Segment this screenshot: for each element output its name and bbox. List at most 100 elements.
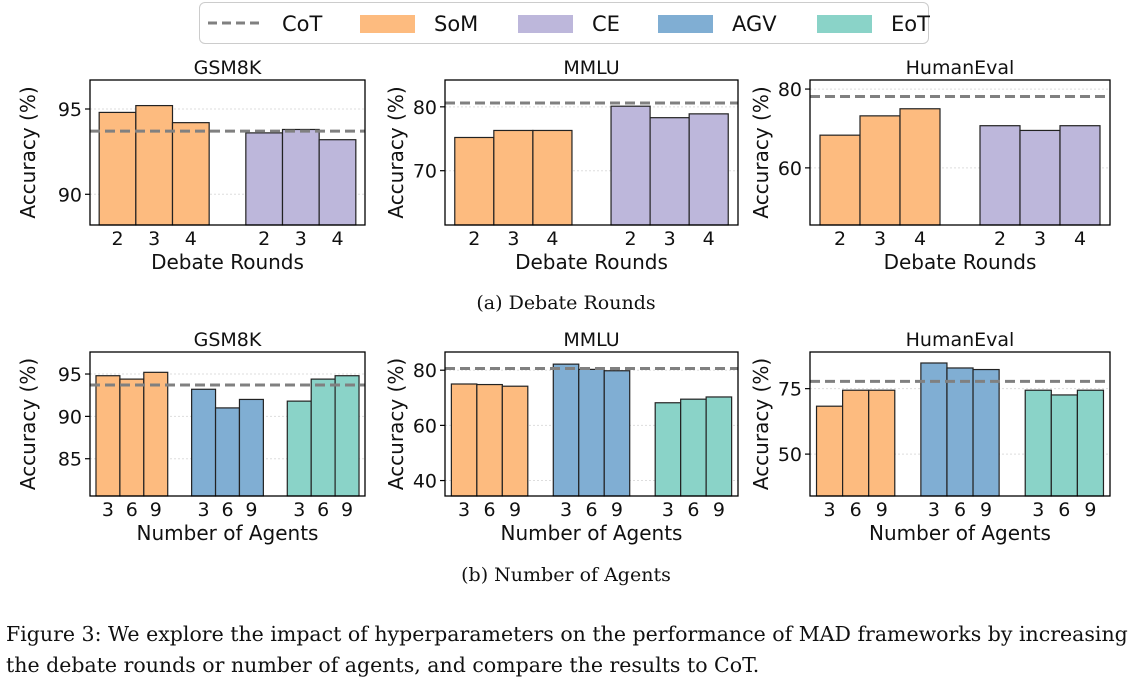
bar-agv-6: [214, 407, 241, 497]
bar-eot-6: [310, 378, 336, 497]
legend-label-agv: AGV: [732, 12, 777, 36]
y-tick-label: 60: [778, 158, 802, 180]
y-tick-label: 80: [413, 97, 437, 119]
x-tick-label: 3: [295, 228, 307, 250]
x-tick-label: 3: [102, 499, 114, 521]
bar-som-3: [493, 129, 534, 226]
bar-agv-9: [972, 368, 1000, 497]
x-tick-label: 3: [148, 228, 160, 250]
chart-title: GSM8K: [194, 57, 262, 79]
bar-som-3: [95, 375, 121, 497]
y-tick-label: 80: [778, 79, 802, 101]
bar-agv-3: [552, 363, 580, 497]
y-tick-label: 60: [413, 415, 437, 437]
x-tick-label: 2: [468, 228, 480, 250]
bar-som-3: [135, 104, 174, 226]
figure-caption: Figure 3: We explore the impact of hyper…: [6, 622, 1128, 677]
chart-mmlu-debate-rounds: 2 3 4 2 3 4 70 80 MMLU Debate Rounds Accuracy (%): [384, 57, 739, 274]
legend: CoT SoM CE AGV EoT: [199, 2, 930, 44]
legend-swatch-agv: [658, 15, 713, 33]
bar-som-6: [476, 383, 503, 497]
legend-label-eot: EoT: [891, 12, 930, 36]
bar-ce-4: [318, 139, 357, 226]
x-tick-label: 3: [560, 499, 572, 521]
x-tick-label: 9: [980, 499, 992, 521]
x-tick-label: 2: [625, 228, 637, 250]
legend-swatch-eot: [817, 15, 872, 33]
x-tick-label: 6: [221, 499, 233, 521]
x-tick-label: 9: [713, 499, 725, 521]
x-tick-label: 6: [1058, 499, 1070, 521]
caption-b: (b) Number of Agents: [461, 564, 671, 586]
x-tick-label: 9: [150, 499, 162, 521]
legend-swatch-ce: [518, 15, 573, 33]
x-tick-label: 2: [258, 228, 270, 250]
x-tick-label: 6: [126, 499, 138, 521]
bar-som-4: [171, 122, 210, 226]
y-axis-label: Accuracy (%): [752, 358, 773, 490]
bar-agv-3: [920, 362, 948, 497]
bar-som-2: [454, 136, 495, 226]
bar-som-6: [119, 378, 145, 497]
bar-ce-3: [281, 128, 320, 226]
bar-som-9: [143, 371, 169, 497]
x-tick-label: 3: [458, 499, 470, 521]
x-tick-label: 2: [994, 228, 1006, 250]
x-axis-label: Number of Agents: [501, 521, 683, 545]
x-tick-label: 6: [585, 499, 597, 521]
y-tick-label: 75: [778, 379, 802, 401]
x-tick-label: 3: [198, 499, 210, 521]
legend-label-cot: CoT: [282, 12, 323, 36]
x-tick-label: 3: [874, 228, 886, 250]
caption-a: (a) Debate Rounds: [476, 292, 656, 314]
bar-ce-3: [1019, 129, 1061, 226]
x-tick-label: 3: [1034, 228, 1046, 250]
chart-humaneval-debate-rounds: 2 3 4 2 3 4 60 80 HumanEval Debate Rounds Accuracy…: [752, 57, 1111, 274]
bar-agv-9: [603, 370, 631, 497]
x-tick-label: 6: [317, 499, 329, 521]
bar-eot-9: [334, 375, 360, 497]
bar-som-9: [501, 385, 529, 497]
plot-frame: [809, 351, 1111, 497]
x-tick-label: 3: [664, 228, 676, 250]
bar-eot-3: [286, 400, 312, 497]
x-tick-label: 9: [611, 499, 623, 521]
bar-som-2: [98, 111, 137, 226]
x-tick-label: 6: [687, 499, 699, 521]
chart-title: MMLU: [563, 329, 619, 351]
x-tick-label: 3: [662, 499, 674, 521]
x-axis-label: Debate Rounds: [515, 250, 668, 274]
x-tick-label: 6: [954, 499, 966, 521]
x-tick-label: 4: [546, 228, 558, 250]
bar-som-4: [899, 108, 941, 226]
x-tick-label: 9: [876, 499, 888, 521]
bar-eot-6: [1050, 394, 1078, 497]
x-tick-label: 3: [1032, 499, 1044, 521]
y-tick-label: 90: [58, 406, 82, 428]
bar-ce-4: [688, 113, 729, 226]
y-tick-label: 50: [778, 444, 802, 466]
y-axis-label: Accuracy (%): [384, 358, 408, 490]
bar-agv-9: [238, 398, 264, 497]
bar-som-4: [532, 129, 573, 226]
bar-eot-9: [1076, 389, 1105, 497]
x-tick-label: 3: [293, 499, 305, 521]
bar-som-6: [842, 389, 870, 497]
bar-eot-6: [680, 398, 707, 497]
x-axis-label: Debate Rounds: [884, 250, 1037, 274]
y-axis-label: Accuracy (%): [16, 358, 40, 490]
y-tick-label: 85: [58, 449, 82, 471]
y-tick-label: 95: [58, 99, 82, 121]
bar-ce-2: [245, 132, 284, 226]
legend-label-som: SoM: [434, 12, 478, 36]
x-tick-label: 3: [928, 499, 940, 521]
y-axis-label: Accuracy (%): [384, 86, 408, 218]
x-axis-label: Number of Agents: [137, 521, 319, 545]
chart-title: MMLU: [563, 57, 619, 79]
y-axis-label: Accuracy (%): [752, 86, 773, 218]
x-tick-label: 3: [507, 228, 519, 250]
x-tick-label: 4: [331, 228, 343, 250]
plot-frame: [89, 351, 366, 497]
